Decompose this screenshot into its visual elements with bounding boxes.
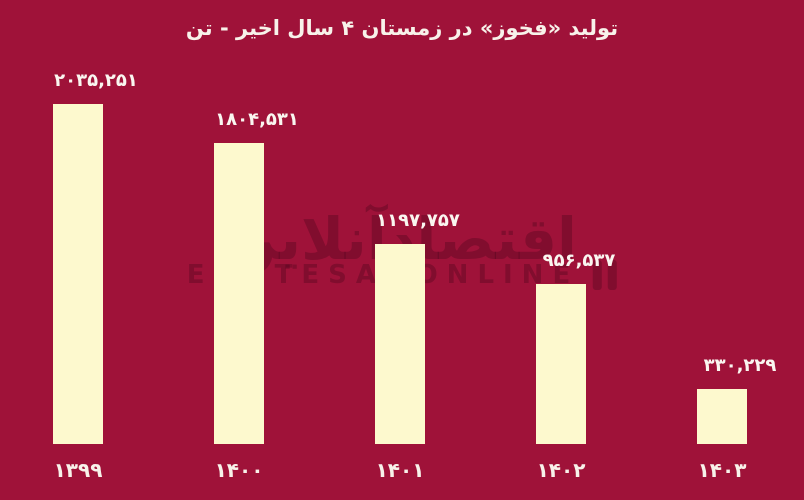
bar-value-label: ۱۱۹۷,۷۵۷ [376,210,460,231]
bar [53,104,103,444]
chart-title: تولید «فخوز» در زمستان ۴ سال اخیر - تن [185,16,619,40]
x-axis-label: ۱۳۹۹ [53,458,103,482]
bar [375,244,425,444]
x-axis-label: ۱۴۰۲ [536,458,586,482]
x-axis-label: ۱۴۰۱ [375,458,425,482]
bar-value-label: ۲۰۳۵,۲۵۱ [54,70,138,91]
bar [214,143,264,444]
bar [697,389,747,444]
bar [536,284,586,444]
x-axis-label: ۱۴۰۳ [697,458,747,482]
bar-value-label: ۳۳۰,۲۲۹ [703,355,777,376]
bar-value-label: ۹۵۶,۵۳۷ [542,250,616,271]
x-axis-label: ۱۴۰۰ [214,458,264,482]
bar-value-label: ۱۸۰۴,۵۳۱ [215,109,299,130]
